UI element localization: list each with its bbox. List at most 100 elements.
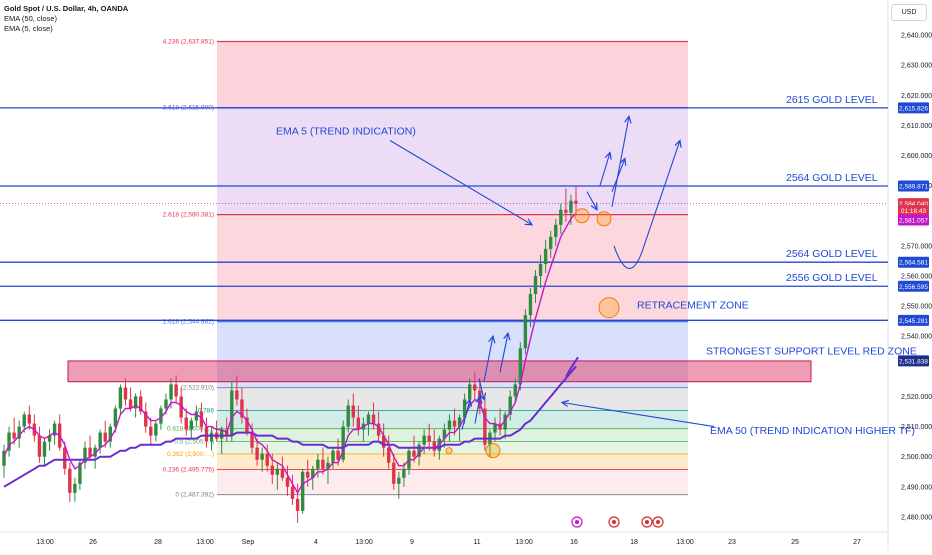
candle-down: [63, 447, 67, 469]
retr-zone-3: [217, 428, 688, 442]
candle-up: [189, 420, 193, 430]
candle-up: [118, 387, 123, 409]
candle-up: [47, 435, 52, 442]
candle-up: [52, 423, 57, 436]
candle-up: [98, 432, 102, 448]
candle-down: [174, 384, 178, 397]
support-red-zone: [67, 360, 812, 383]
candle-down: [27, 414, 32, 424]
annotation-support-zone: STRONGEST SUPPORT LEVEL RED ZONE: [706, 345, 917, 357]
candle-up: [493, 423, 497, 433]
currency-button[interactable]: USD: [891, 4, 927, 21]
arrow-up-short: [611, 159, 625, 192]
legend-ema5[interactable]: EMA (5, close): [4, 24, 53, 33]
x-tick-label: 23: [728, 539, 736, 546]
annotation-2556-level: 2556 GOLD LEVEL: [786, 272, 878, 284]
candle-down: [240, 399, 244, 418]
fib-zone-4236: [217, 41, 688, 108]
candle-up: [194, 411, 199, 421]
candle-up: [133, 396, 138, 409]
fib-label-7: 0.5 (2,505.…): [174, 438, 214, 445]
candle-up: [559, 209, 563, 225]
candle-down: [199, 411, 204, 427]
fib-label-4: 1 (2,522.910): [175, 385, 214, 392]
y-tick-label: 2,560.000: [901, 274, 932, 281]
retr-zone-5: [217, 453, 688, 470]
candle-up: [543, 248, 548, 264]
annotation-ema50: EMA 50 (TREND INDICATION HIGHER TF): [710, 425, 915, 437]
price-tag-label: 2,589.871: [899, 184, 928, 191]
candle-up: [108, 426, 113, 442]
candle-down: [290, 486, 295, 499]
annotation-2564-level-upper: 2564 GOLD LEVEL: [786, 172, 878, 184]
small-arrow-2: [474, 396, 480, 424]
candle-up: [467, 384, 472, 400]
x-tick-label: 13:00: [36, 539, 54, 546]
candle-up: [209, 432, 214, 442]
candle-up: [462, 399, 467, 418]
candle-down: [483, 408, 487, 445]
annotation-retracement-zone: RETRACEMENT ZONE: [637, 300, 749, 312]
x-tick-label: 27: [853, 539, 861, 546]
price-tag-bg: [898, 355, 929, 367]
retracement-circle-1: [574, 208, 590, 224]
candle-up: [22, 414, 26, 427]
ema50-line[interactable]: [3, 365, 577, 488]
candle-up: [230, 390, 234, 436]
candle-up: [447, 420, 452, 430]
candle-up: [548, 236, 553, 249]
candle-up: [554, 224, 558, 237]
fib-label-0: 4.236 (2,637.851): [163, 39, 214, 46]
candle-down: [387, 447, 391, 463]
candle-down: [427, 435, 431, 442]
candle-up: [442, 429, 447, 439]
price-tag-bg: [898, 256, 929, 268]
candle-up: [457, 417, 462, 427]
candle-up: [508, 396, 512, 415]
price-tag-label: 2,545.281: [899, 318, 928, 325]
candle-down: [452, 420, 457, 427]
candle-up: [523, 315, 528, 349]
candle-down: [123, 387, 128, 400]
x-tick-label: 11: [473, 539, 480, 546]
candle-up: [528, 294, 533, 316]
price-tag-bg: [898, 180, 929, 192]
y-tick-label: 2,480.000: [901, 514, 932, 521]
candle-up: [42, 441, 47, 457]
candle-down: [306, 471, 310, 478]
candle-up: [260, 453, 264, 460]
fib-zone-2618: [217, 214, 688, 322]
candle-up: [17, 426, 21, 439]
candle-up: [569, 200, 573, 213]
legend-ema50[interactable]: EMA (50, close): [4, 14, 57, 23]
candle-up: [366, 414, 371, 424]
y-tick-label: 2,540.000: [901, 334, 932, 341]
candle-down: [245, 417, 249, 433]
candle-up: [275, 468, 280, 475]
x-tick-label: 9: [410, 539, 414, 546]
candle-down: [574, 200, 578, 204]
candle-up: [164, 399, 168, 409]
ema50-extension: [565, 356, 579, 378]
candle-down: [179, 396, 183, 418]
candle-up: [93, 447, 97, 457]
candle-down: [204, 426, 209, 442]
candle-down: [564, 209, 568, 213]
retr-zone-1: [217, 387, 688, 411]
event-icon-us-flag-dot: [645, 520, 649, 524]
candle-down: [265, 453, 269, 466]
candle-up: [2, 450, 6, 466]
ema5-line[interactable]: [3, 212, 577, 495]
price-tag-label: 2,584.040: [899, 201, 928, 208]
fib-label-9: 0.236 (2,495.775): [163, 466, 214, 473]
candle-up: [417, 444, 421, 457]
y-tick-label: 2,490.000: [901, 484, 932, 491]
candle-down: [138, 396, 143, 412]
annotation-2564-level: 2564 GOLD LEVEL: [786, 248, 878, 260]
y-tick-label: 2,500.000: [901, 454, 932, 461]
candle-down: [285, 477, 290, 487]
candle-down: [12, 432, 16, 439]
candle-down: [381, 435, 386, 448]
